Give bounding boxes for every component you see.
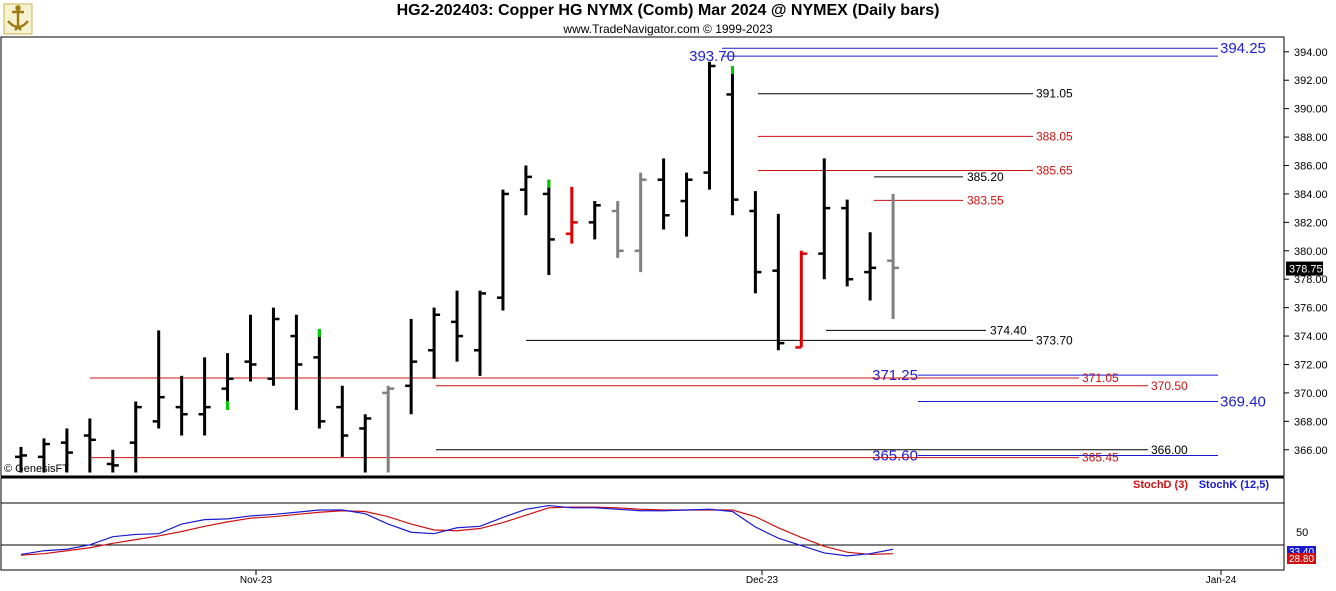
level-label: 369.40 <box>1220 393 1266 410</box>
price-tick-label: 390.00 <box>1294 104 1328 116</box>
last-price-label: 378.75 <box>1289 264 1323 276</box>
indicator-tick-label: 50 <box>1296 527 1308 539</box>
level-label: 388.05 <box>1036 129 1073 143</box>
price-tick-label: 370.00 <box>1294 388 1328 400</box>
level-label: 383.55 <box>967 193 1004 207</box>
last-price-box <box>1286 261 1323 276</box>
price-tick-label: 384.00 <box>1294 189 1328 201</box>
price-tick-label: 394.00 <box>1294 47 1328 59</box>
level-label: 393.70 <box>689 48 735 65</box>
level-label: 366.00 <box>1151 443 1188 457</box>
anchor-logo-icon <box>3 3 33 35</box>
level-label: 371.25 <box>872 367 918 384</box>
legend-stochd: StochD (3) <box>1133 479 1188 491</box>
legend-stochk: StochK (12,5) <box>1199 479 1270 491</box>
price-tick-label: 366.00 <box>1294 445 1328 457</box>
level-label: 371.05 <box>1082 371 1119 385</box>
price-tick-label: 392.00 <box>1294 75 1328 87</box>
level-label: 370.50 <box>1151 379 1188 393</box>
price-tick-label: 386.00 <box>1294 161 1328 173</box>
level-lines: 394.25 393.70 391.05 388.05 385.65 385.20 383.… <box>90 40 1266 465</box>
price-tick-label: 380.00 <box>1294 246 1328 258</box>
chart-frame <box>0 36 1285 571</box>
price-tick-label: 376.00 <box>1294 303 1328 315</box>
time-tick-label: Nov-23 <box>240 575 273 586</box>
stochk-value-label: 33.40 <box>1289 547 1314 558</box>
price-axis: 394.00 392.00 390.00 388.00 386.00 384.00 382.… <box>1284 47 1328 457</box>
watermark: © GenesisFT <box>4 463 69 475</box>
level-label: 365.45 <box>1082 451 1119 465</box>
time-axis: Nov-23 Dec-23 Jan-24 <box>240 570 1237 586</box>
price-tick-label: 372.00 <box>1294 359 1328 371</box>
level-label: 391.05 <box>1036 87 1073 101</box>
indicator-panel-border <box>0 477 1285 571</box>
price-tick-label: 374.00 <box>1294 331 1328 343</box>
level-label: 374.40 <box>990 323 1027 337</box>
stochk-value-box <box>1287 546 1316 557</box>
chart-subtitle: www.TradeNavigator.com © 1999-2023 <box>563 22 773 36</box>
level-label: 365.60 <box>872 447 918 464</box>
price-bars <box>15 61 900 473</box>
price-tick-label: 368.00 <box>1294 416 1328 428</box>
level-label: 373.70 <box>1036 333 1073 347</box>
stochk-line <box>20 504 894 557</box>
price-tick-label: 382.00 <box>1294 217 1328 229</box>
time-tick-label: Dec-23 <box>746 575 779 586</box>
stochd-line <box>20 506 894 556</box>
stochd-value-label: 28.80 <box>1289 554 1314 565</box>
time-tick-label: Jan-24 <box>1206 575 1237 586</box>
stochd-value-box <box>1287 553 1316 564</box>
chart-title: HG2-202403: Copper HG NYMX (Comb) Mar 20… <box>396 2 940 19</box>
price-panel-border <box>0 36 1285 477</box>
level-label: 385.65 <box>1036 163 1073 177</box>
price-tick-label: 388.00 <box>1294 132 1328 144</box>
price-tick-label: 378.00 <box>1294 274 1328 286</box>
level-label: 394.25 <box>1220 40 1266 57</box>
level-label: 385.20 <box>967 170 1004 184</box>
